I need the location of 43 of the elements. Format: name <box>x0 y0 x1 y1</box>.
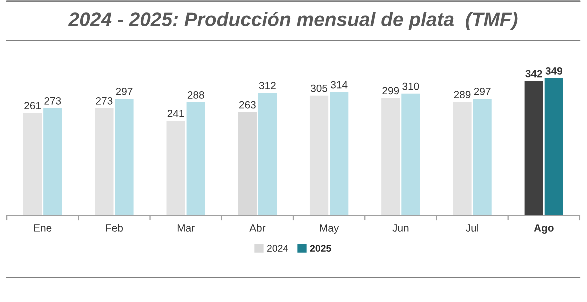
data-label: 349 <box>546 68 562 75</box>
bar <box>24 113 42 216</box>
data-label: 314 <box>331 81 348 89</box>
data-label: 342 <box>526 70 542 78</box>
data-label: 312 <box>259 82 276 90</box>
data-label: 297 <box>116 88 133 96</box>
x-tick-label: Feb <box>106 224 124 232</box>
data-label: 261 <box>24 102 42 110</box>
chart-title: 2024 - 2025: Producción mensual de plata (TMF) <box>68 12 518 30</box>
bar <box>115 99 134 216</box>
bar <box>95 108 114 216</box>
x-tick-label: Abr <box>250 224 266 232</box>
data-label: 241 <box>168 110 184 118</box>
bar <box>258 93 278 216</box>
data-label: 310 <box>402 82 420 90</box>
x-tick-label: Mar <box>178 224 195 232</box>
x-tick-label: Jun <box>392 224 409 232</box>
data-label: 273 <box>96 97 113 105</box>
data-label: 263 <box>240 101 256 109</box>
bar <box>310 96 329 216</box>
x-tick-label: Jul <box>466 224 478 232</box>
x-tick-label: Ago <box>534 224 554 234</box>
bar <box>44 108 62 216</box>
data-label: 297 <box>474 88 491 96</box>
data-label: 305 <box>310 84 328 92</box>
x-tick-label: May <box>320 224 340 234</box>
bar <box>473 99 492 216</box>
bar <box>166 121 186 216</box>
data-label: 299 <box>382 87 400 95</box>
bar <box>382 98 400 216</box>
bar <box>238 112 257 216</box>
bar <box>453 102 472 216</box>
bar <box>524 81 544 216</box>
legend-label: 2024 <box>268 245 288 252</box>
bar <box>402 94 420 216</box>
data-label: 289 <box>454 91 471 99</box>
bar <box>186 102 206 216</box>
data-label: 273 <box>44 97 62 105</box>
bar <box>330 92 349 216</box>
x-tick-label: Ene <box>34 224 52 232</box>
legend-label: 2025 <box>310 245 332 252</box>
bar <box>544 78 564 216</box>
data-label: 288 <box>188 92 204 99</box>
